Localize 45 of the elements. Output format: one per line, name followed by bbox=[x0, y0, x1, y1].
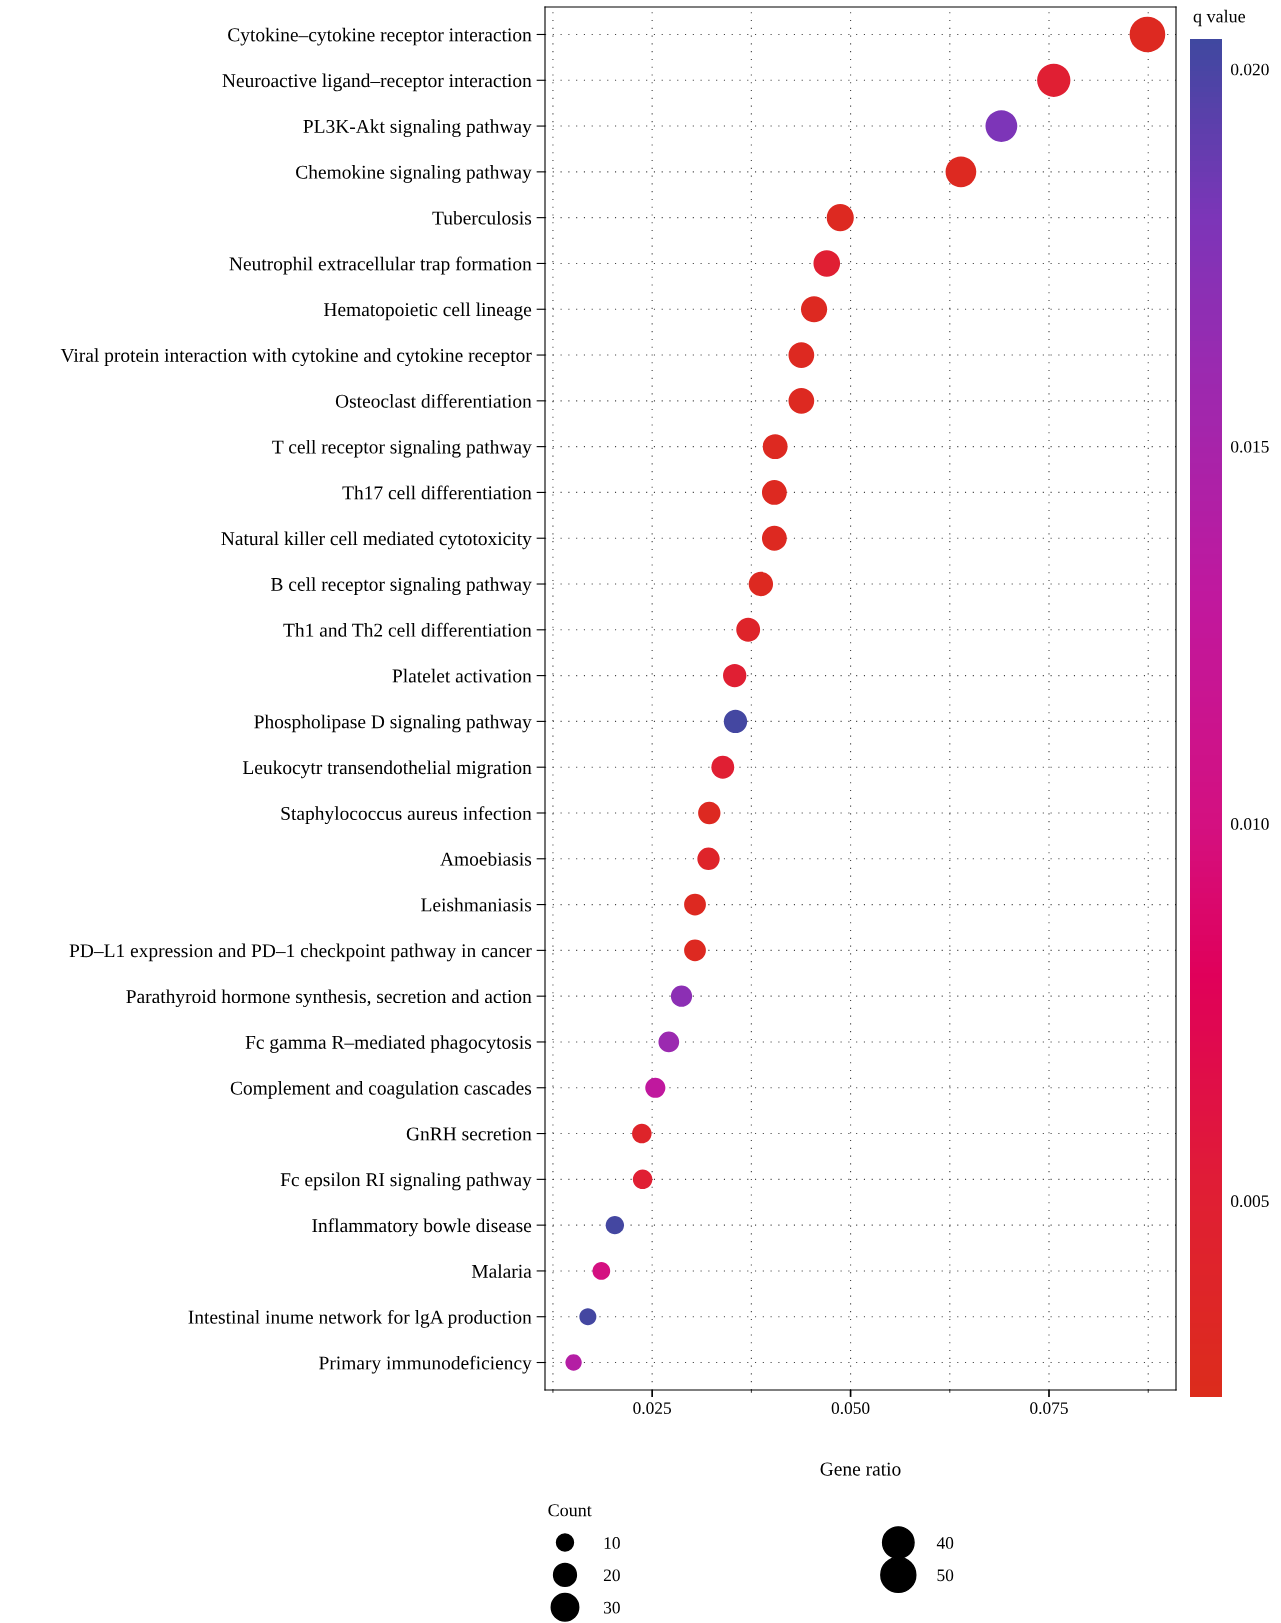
y-tick-label: Viral protein interaction with cytokine and cytokine receptor bbox=[60, 348, 532, 366]
y-tick-label: Complement and coagulation cascades bbox=[230, 1081, 532, 1099]
y-tick-label: GnRH secretion bbox=[406, 1127, 532, 1141]
y-tick-label: Leukocytr transendothelial migration bbox=[242, 760, 532, 779]
y-tick-label: Primary immunodeficiency bbox=[319, 1355, 532, 1374]
y-tick-label: Tuberculosis bbox=[432, 210, 532, 225]
y-tick-label: T cell receptor signaling pathway bbox=[272, 439, 532, 458]
y-tick-label: Malaria bbox=[471, 1264, 532, 1278]
y-tick-label: Osteoclast differentiation bbox=[335, 393, 532, 408]
x-axis-title: Gene ratio bbox=[820, 1462, 901, 1476]
legend-label: 10 bbox=[604, 1537, 620, 1549]
y-tick-label: Phospholipase D signaling pathway bbox=[254, 714, 532, 733]
y-tick-label: PD–L1 expression and PD–1 checkpoint pathway in cancer bbox=[69, 943, 532, 962]
y-tick-label: Fc epsilon RI signaling pathway bbox=[280, 1172, 532, 1191]
y-tick-label: Fc gamma R–mediated phagocytosis bbox=[245, 1035, 532, 1053]
legend-title: Count bbox=[548, 1504, 592, 1517]
y-tick-label: Neuroactive ligand–receptor interaction bbox=[222, 73, 532, 92]
color-bar-label: 0.010 bbox=[1231, 818, 1269, 830]
y-tick-label: Th17 cell differentiation bbox=[342, 485, 532, 500]
y-tick-label: Chemokine signaling pathway bbox=[296, 165, 532, 183]
y-tick-label: Hematopoietic cell lineage bbox=[323, 302, 532, 321]
color-bar-label: 0.020 bbox=[1231, 63, 1269, 76]
y-tick-label: Parathyroid hormone synthesis, secretion and action bbox=[126, 989, 532, 1008]
y-tick-label: Cytokine–cytokine receptor interaction bbox=[228, 27, 532, 46]
y-tick-label: Amoebiasis bbox=[440, 852, 532, 866]
y-tick-label: PL3K-Akt signaling pathway bbox=[303, 119, 532, 138]
y-tick-label: Staphylococcus aureus infection bbox=[281, 806, 532, 825]
y-tick-label: Inflammatory bowle disease bbox=[312, 1218, 532, 1237]
color-bar-title: q value bbox=[1193, 9, 1246, 27]
y-tick-label: B cell receptor signaling pathway bbox=[271, 577, 532, 595]
color-bar-label: 0.005 bbox=[1231, 1195, 1269, 1208]
legend-label: 30 bbox=[604, 1601, 620, 1614]
x-tick-label: 0.050 bbox=[831, 1402, 870, 1415]
x-tick-label: 0.025 bbox=[633, 1402, 671, 1415]
legend-label: 20 bbox=[603, 1569, 620, 1582]
x-tick-label: 0.075 bbox=[1030, 1402, 1068, 1415]
y-tick-label: Natural killer cell mediated cytotoxicity bbox=[221, 531, 532, 550]
y-tick-label: Platelet activation bbox=[392, 668, 532, 683]
y-tick-label: Intestinal inume network for lgA production bbox=[188, 1309, 532, 1328]
y-tick-label: Th1 and Th2 cell differentiation bbox=[283, 622, 532, 637]
y-tick-label: Neutrophil extracellular trap formation bbox=[229, 256, 532, 275]
legend-label: 50 bbox=[937, 1569, 954, 1582]
y-tick-label: Leishmaniasis bbox=[421, 897, 532, 912]
legend-label: 40 bbox=[936, 1537, 954, 1549]
color-bar-label: 0.015 bbox=[1231, 440, 1269, 453]
